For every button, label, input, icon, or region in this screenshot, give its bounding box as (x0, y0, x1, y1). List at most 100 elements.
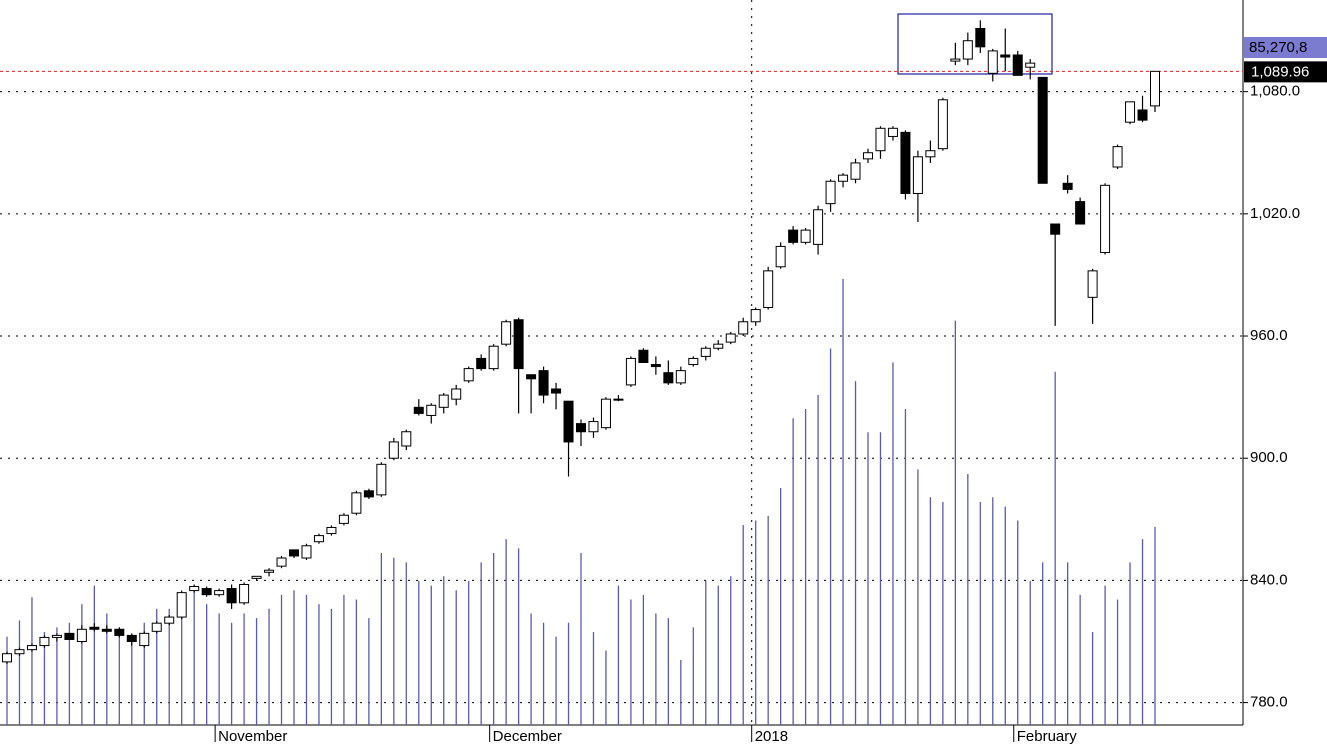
candle-body (313, 535, 324, 543)
candle-body (937, 99, 948, 150)
candle-body (725, 333, 736, 343)
candle-body (912, 156, 923, 194)
candle-body (1137, 109, 1148, 121)
candle-body (1125, 101, 1136, 123)
y-tick-label: 900.0 (1250, 449, 1288, 466)
candle-body (76, 628, 87, 643)
candle-body (1087, 270, 1098, 298)
highlight-box (897, 13, 1053, 75)
candle-body (14, 649, 25, 655)
candle-body (825, 180, 836, 205)
candle-body (1150, 70, 1160, 107)
candle-body (201, 588, 212, 596)
y-tick-label: 840.0 (1250, 571, 1288, 588)
last-price-box (1244, 61, 1327, 83)
candle-body (39, 636, 50, 647)
candle-body (1037, 76, 1048, 184)
y-tick-label: 960.0 (1250, 327, 1288, 344)
plot: 780.0 840.0 900.0 960.0 1,020.0 1,080.0 Novemb… (0, 0, 1300, 745)
candle-body (688, 357, 699, 366)
candle-body (600, 398, 611, 429)
candle-body (625, 357, 636, 386)
volume-readout: 85,270,8 (1249, 39, 1307, 56)
candle-body (51, 634, 62, 638)
y-tick-label: 1,020.0 (1250, 205, 1300, 222)
candle-body (64, 632, 75, 640)
y-tick-label: 780.0 (1250, 694, 1288, 711)
candle-body (962, 40, 973, 60)
candle-body (301, 545, 312, 559)
candle-body (2, 653, 12, 663)
candle-body (289, 549, 299, 557)
candle-body (850, 162, 861, 180)
candle-body (887, 127, 898, 137)
candle-body (89, 626, 100, 630)
candle-body (675, 370, 686, 384)
candle-body (388, 441, 399, 459)
candle-body (950, 58, 961, 62)
candle-body (376, 463, 387, 496)
candle-body (363, 490, 374, 498)
candle-body (226, 588, 237, 604)
candle-body (338, 514, 349, 524)
candle-body (775, 245, 786, 268)
candle-body (1075, 201, 1086, 225)
candle-body (151, 622, 162, 632)
candle-body (1050, 223, 1061, 235)
candle-body (438, 394, 449, 408)
candle-body (700, 347, 711, 357)
candle-body (164, 616, 175, 624)
candle-body (838, 174, 849, 182)
candle-body (613, 398, 624, 401)
candle-body (239, 583, 250, 604)
candle-body (526, 374, 537, 380)
volume-readout-box (1244, 37, 1327, 58)
candle-body (713, 343, 724, 349)
candle-body (513, 319, 524, 370)
x-tick-label: 2018 (755, 728, 788, 745)
candle-body (101, 628, 112, 632)
candle-body (451, 388, 462, 400)
candle-body (351, 492, 362, 514)
candle-body (975, 28, 986, 48)
candle-body (326, 526, 337, 535)
candle-body (551, 388, 562, 394)
candle-body (875, 127, 886, 152)
candle-body (488, 345, 499, 370)
candle-body (588, 421, 599, 433)
candle-body (426, 404, 437, 416)
candle-body (763, 270, 774, 309)
candle-body (788, 229, 799, 243)
candle-body (251, 575, 262, 579)
candle-body (576, 423, 586, 433)
candle-body (276, 557, 287, 567)
candle-body (663, 372, 674, 384)
candle-body (1112, 146, 1123, 168)
candle-body (413, 406, 424, 414)
candle-body (738, 321, 749, 335)
candle-body (813, 209, 824, 245)
candle-body (1000, 54, 1011, 58)
candle-body (1100, 184, 1111, 254)
candle-body (463, 368, 474, 382)
y-tick-label: 1,080.0 (1250, 83, 1300, 100)
candle-body (638, 349, 649, 363)
candle-body (26, 645, 37, 651)
x-tick-label: December (493, 728, 562, 745)
candle-body (189, 586, 200, 592)
candle-body (563, 400, 574, 443)
candle-body (1025, 62, 1036, 68)
candle-body (476, 357, 487, 370)
candle-body (501, 321, 512, 345)
candle-body (987, 50, 998, 74)
candle-body (214, 590, 225, 596)
candle-body (139, 632, 150, 647)
last-price-label: 1,089.96 (1251, 63, 1309, 80)
x-tick-label: February (1017, 728, 1078, 745)
candle-body (900, 131, 911, 194)
candle-body (800, 229, 811, 243)
candle-body (401, 431, 412, 447)
candle-body (538, 370, 549, 396)
candle-body (176, 592, 187, 618)
